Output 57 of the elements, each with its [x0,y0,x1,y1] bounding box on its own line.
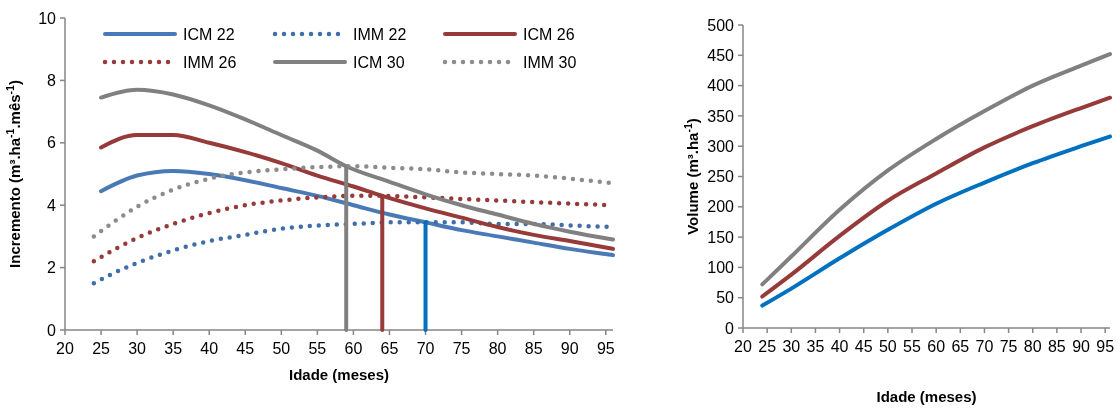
x-tick-label: 90 [560,340,579,357]
x-tick-label: 95 [596,340,615,357]
y-tick-label: 8 [47,72,57,89]
y-tick-label: 500 [707,16,735,34]
y-tick-label: 6 [47,134,57,152]
y-tick-label: 300 [707,137,735,155]
x-tick-label: 45 [236,340,255,357]
x-tick-label: 75 [999,338,1018,355]
y-tick-label: 0 [47,321,57,339]
x-tick-label: 85 [524,340,543,357]
x-tick-label: 80 [488,340,507,357]
y-tick-label: 350 [707,107,735,125]
x-tick-label: 60 [344,340,363,357]
x-tick-label: 75 [452,340,471,357]
y-tick-label: 10 [38,9,57,27]
x-tick-label: 35 [806,338,825,355]
x-tick-label: 65 [380,340,399,357]
legend-label: IMM 22 [353,25,407,43]
x-tick-label: 30 [782,338,801,355]
x-tick-label: 20 [56,340,74,357]
y-tick-label: 450 [707,46,735,64]
x-tick-label: 60 [927,338,946,355]
x-tick-label: 40 [200,340,219,357]
x-tick-label: 40 [830,338,849,355]
x-tick-label: 35 [164,340,183,357]
x-tick-label: 25 [92,340,111,357]
x-tick-label: 80 [1023,338,1042,355]
legend-label: ICM 22 [183,25,235,43]
legend-label: IMM 30 [523,53,577,71]
legend-label: ICM 26 [523,25,575,43]
x-tick-label: 25 [758,338,777,355]
legend-label: IMM 26 [183,53,237,71]
x-tick-label: 55 [903,338,922,355]
x-tick-label: 85 [1047,338,1066,355]
x-tick-label: 90 [1072,338,1091,355]
y-tick-label: 150 [707,228,735,246]
x-tick-label: 70 [416,340,435,357]
x-axis-title: Idade (meses) [876,388,977,405]
y-tick-label: 4 [47,196,57,214]
y-tick-label: 400 [707,77,735,95]
y-tick-label: 50 [716,289,735,307]
x-tick-label: 55 [308,340,327,357]
x-tick-label: 95 [1096,338,1115,355]
legend-label: ICM 30 [353,53,405,71]
x-tick-label: 70 [975,338,994,355]
x-tick-label: 20 [734,338,752,355]
x-tick-label: 30 [128,340,147,357]
y-tick-label: 100 [707,259,735,276]
x-tick-label: 45 [854,338,873,355]
y-tick-label: 250 [707,168,735,186]
x-tick-label: 65 [951,338,970,355]
x-tick-label: 50 [878,338,897,355]
y-tick-label: 2 [47,259,57,277]
x-tick-label: 50 [272,340,291,357]
y-tick-label: 0 [725,319,735,337]
y-tick-label: 200 [707,198,735,216]
x-axis-title: Idade (meses) [288,366,390,383]
